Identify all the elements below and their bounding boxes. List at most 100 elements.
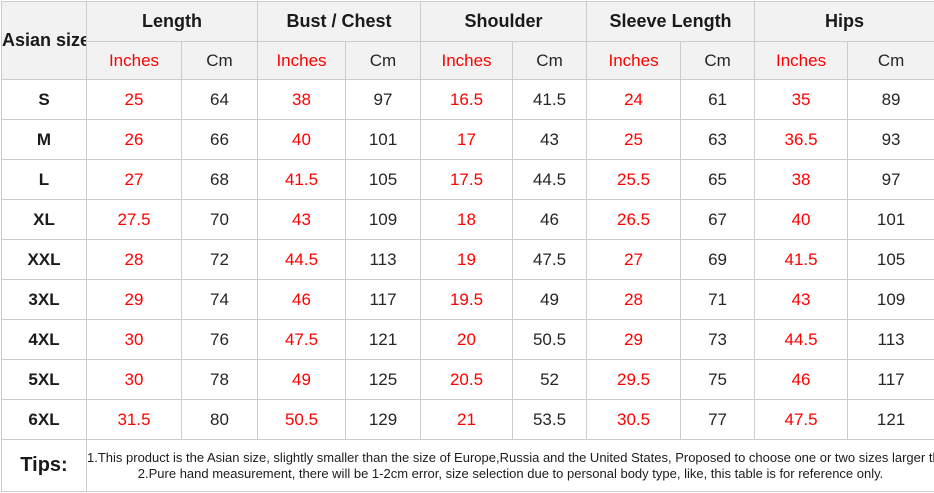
size-label: 6XL (1, 399, 87, 440)
cm-value: 44.5 (512, 159, 588, 200)
inches-value: 30.5 (586, 399, 682, 440)
cm-value: 65 (680, 159, 756, 200)
inches-value: 47.5 (257, 319, 346, 360)
inches-value: 44.5 (257, 239, 346, 280)
size-label: L (1, 159, 87, 200)
inches-value: 36.5 (754, 119, 849, 160)
inches-value: 43 (257, 199, 346, 240)
size-label: 5XL (1, 359, 87, 400)
cm-value: 80 (181, 399, 258, 440)
cm-value: 121 (847, 399, 934, 440)
unit-header-inches: Inches (257, 41, 346, 80)
cm-value: 71 (680, 279, 756, 320)
inches-value: 19.5 (420, 279, 514, 320)
inches-value: 30 (86, 319, 182, 360)
inches-value: 43 (754, 279, 849, 320)
table-row: L 27 68 41.5 105 17.5 44.5 25.5 65 38 97 (1, 159, 934, 200)
tips-label: Tips: (1, 439, 87, 492)
inches-value: 46 (754, 359, 849, 400)
cm-value: 46 (512, 199, 588, 240)
cm-value: 129 (344, 399, 422, 440)
cm-value: 67 (680, 199, 756, 240)
inches-value: 17 (420, 119, 514, 160)
cm-value: 93 (847, 119, 934, 160)
cm-value: 78 (181, 359, 258, 400)
group-header-shoulder: Shoulder (420, 1, 588, 42)
cm-value: 74 (181, 279, 258, 320)
cm-value: 117 (344, 279, 422, 320)
cm-value: 73 (680, 319, 756, 360)
inches-value: 44.5 (754, 319, 849, 360)
size-rows: S 25 64 38 97 16.5 41.5 24 61 35 89 M 26 66 40 101 17 43 2… (1, 79, 934, 440)
inches-value: 29.5 (586, 359, 682, 400)
group-header-hips: Hips (754, 1, 934, 42)
cm-value: 64 (181, 79, 258, 120)
group-header-row: Asian size Length Bust / Chest Shoulder … (1, 1, 934, 80)
table-row: M 26 66 40 101 17 43 25 63 36.5 93 (1, 119, 934, 160)
inches-value: 46 (257, 279, 346, 320)
tips-line-1: 1.This product is the Asian size, slight… (87, 449, 934, 465)
cm-value: 97 (344, 79, 422, 120)
group-header-sleeve-length: Sleeve Length (586, 1, 756, 42)
size-label: XXL (1, 239, 87, 280)
inches-value: 29 (586, 319, 682, 360)
cm-value: 101 (344, 119, 422, 160)
inches-value: 27 (586, 239, 682, 280)
group-header-bust-chest: Bust / Chest (256, 1, 422, 42)
unit-header-inches: Inches (586, 41, 682, 80)
cm-value: 68 (181, 159, 258, 200)
inches-value: 18 (420, 199, 514, 240)
cm-value: 50.5 (512, 319, 588, 360)
cm-value: 105 (847, 239, 934, 280)
unit-header-cm: Cm (512, 41, 588, 80)
table-row: S 25 64 38 97 16.5 41.5 24 61 35 89 (1, 79, 934, 120)
inches-value: 29 (86, 279, 182, 320)
unit-header-cm: Cm (344, 41, 422, 80)
unit-header-inches: Inches (420, 41, 514, 80)
inches-value: 31.5 (86, 399, 182, 440)
inches-value: 21 (420, 399, 514, 440)
inches-value: 30 (86, 359, 182, 400)
cm-value: 41.5 (512, 79, 588, 120)
inches-value: 41.5 (257, 159, 346, 200)
inches-value: 50.5 (257, 399, 346, 440)
inches-value: 17.5 (420, 159, 514, 200)
inches-value: 26 (86, 119, 182, 160)
cm-value: 109 (847, 279, 934, 320)
inches-value: 49 (257, 359, 346, 400)
cm-value: 61 (680, 79, 756, 120)
inches-value: 25.5 (586, 159, 682, 200)
inches-value: 47.5 (754, 399, 849, 440)
cm-value: 105 (344, 159, 422, 200)
cm-value: 97 (847, 159, 934, 200)
cm-value: 63 (680, 119, 756, 160)
inches-value: 26.5 (586, 199, 682, 240)
inches-value: 40 (257, 119, 346, 160)
cm-value: 89 (847, 79, 934, 120)
unit-header-cm: Cm (680, 41, 756, 80)
cm-value: 49 (512, 279, 588, 320)
unit-header-inches: Inches (754, 41, 849, 80)
table-row: 5XL 30 78 49 125 20.5 52 29.5 75 46 117 (1, 359, 934, 400)
inches-value: 24 (586, 79, 682, 120)
inches-value: 38 (754, 159, 849, 200)
inches-value: 16.5 (420, 79, 514, 120)
inches-value: 25 (86, 79, 182, 120)
cm-value: 66 (181, 119, 258, 160)
cm-value: 77 (680, 399, 756, 440)
inches-value: 19 (420, 239, 514, 280)
size-label: XL (1, 199, 87, 240)
table-row: XL 27.5 70 43 109 18 46 26.5 67 40 101 (1, 199, 934, 240)
unit-header-cm: Cm (181, 41, 258, 80)
cm-value: 109 (344, 199, 422, 240)
table-row: 3XL 29 74 46 117 19.5 49 28 71 43 109 (1, 279, 934, 320)
cm-value: 43 (512, 119, 588, 160)
cm-value: 101 (847, 199, 934, 240)
cm-value: 125 (344, 359, 422, 400)
inches-value: 20 (420, 319, 514, 360)
size-label: 4XL (1, 319, 87, 360)
unit-header-cm: Cm (847, 41, 934, 80)
tips-row: Tips: 1.This product is the Asian size, … (1, 439, 934, 492)
